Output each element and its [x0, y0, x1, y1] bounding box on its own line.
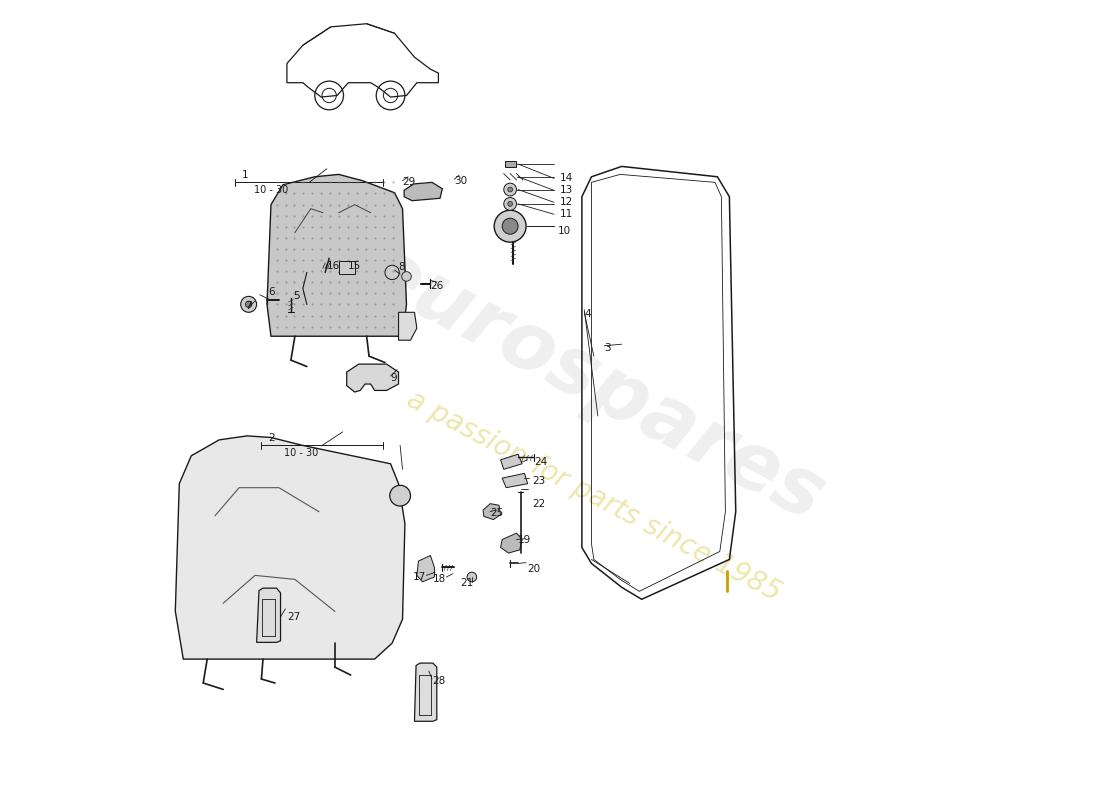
Text: 30: 30	[454, 176, 467, 186]
Circle shape	[402, 272, 411, 282]
Text: 10: 10	[558, 226, 571, 236]
Bar	[339, 262, 354, 274]
Polygon shape	[503, 474, 528, 488]
Circle shape	[245, 301, 252, 307]
Text: 1: 1	[242, 170, 249, 180]
Text: 17: 17	[412, 572, 426, 582]
Circle shape	[503, 218, 518, 234]
Circle shape	[241, 296, 256, 312]
Polygon shape	[483, 504, 500, 519]
Text: 10 - 30: 10 - 30	[254, 185, 288, 194]
Text: 29: 29	[403, 178, 416, 187]
Text: 16: 16	[327, 261, 340, 271]
Polygon shape	[500, 454, 522, 470]
Polygon shape	[267, 174, 407, 336]
Circle shape	[468, 572, 476, 582]
Text: 15: 15	[348, 261, 361, 271]
Text: 7: 7	[245, 301, 252, 311]
Text: 3: 3	[604, 343, 611, 353]
Text: 10 - 30: 10 - 30	[284, 449, 318, 458]
Text: 12: 12	[560, 198, 573, 207]
Text: 20: 20	[528, 564, 541, 574]
Polygon shape	[415, 663, 437, 722]
Text: 5: 5	[294, 291, 300, 302]
Text: 19: 19	[518, 534, 531, 545]
Text: 21: 21	[461, 578, 474, 588]
Text: 2: 2	[267, 434, 274, 443]
Circle shape	[389, 486, 410, 506]
Polygon shape	[256, 588, 280, 642]
Polygon shape	[175, 436, 405, 659]
Circle shape	[504, 183, 517, 196]
Text: 25: 25	[491, 508, 504, 518]
Text: 26: 26	[430, 281, 443, 291]
Text: 8: 8	[398, 262, 405, 272]
Text: 6: 6	[268, 287, 275, 298]
Text: 22: 22	[532, 498, 546, 509]
Text: 11: 11	[560, 210, 573, 219]
Circle shape	[508, 187, 513, 192]
Polygon shape	[398, 312, 417, 340]
Text: 27: 27	[287, 612, 300, 622]
Polygon shape	[500, 533, 522, 553]
Text: 13: 13	[560, 186, 573, 195]
Text: 4: 4	[584, 309, 591, 319]
Text: 24: 24	[535, 457, 548, 467]
Text: 14: 14	[560, 174, 573, 183]
Text: a passion for parts since 1985: a passion for parts since 1985	[402, 385, 785, 606]
Text: 9: 9	[390, 374, 397, 383]
Text: 18: 18	[432, 574, 447, 584]
Circle shape	[504, 198, 517, 210]
Polygon shape	[404, 182, 442, 201]
Polygon shape	[417, 555, 434, 582]
Text: 23: 23	[532, 476, 546, 486]
Circle shape	[385, 266, 399, 280]
Text: eurospares: eurospares	[351, 230, 837, 538]
Polygon shape	[346, 364, 398, 392]
Circle shape	[494, 210, 526, 242]
Circle shape	[508, 202, 513, 206]
Text: 28: 28	[432, 677, 446, 686]
Bar	[505, 161, 516, 167]
